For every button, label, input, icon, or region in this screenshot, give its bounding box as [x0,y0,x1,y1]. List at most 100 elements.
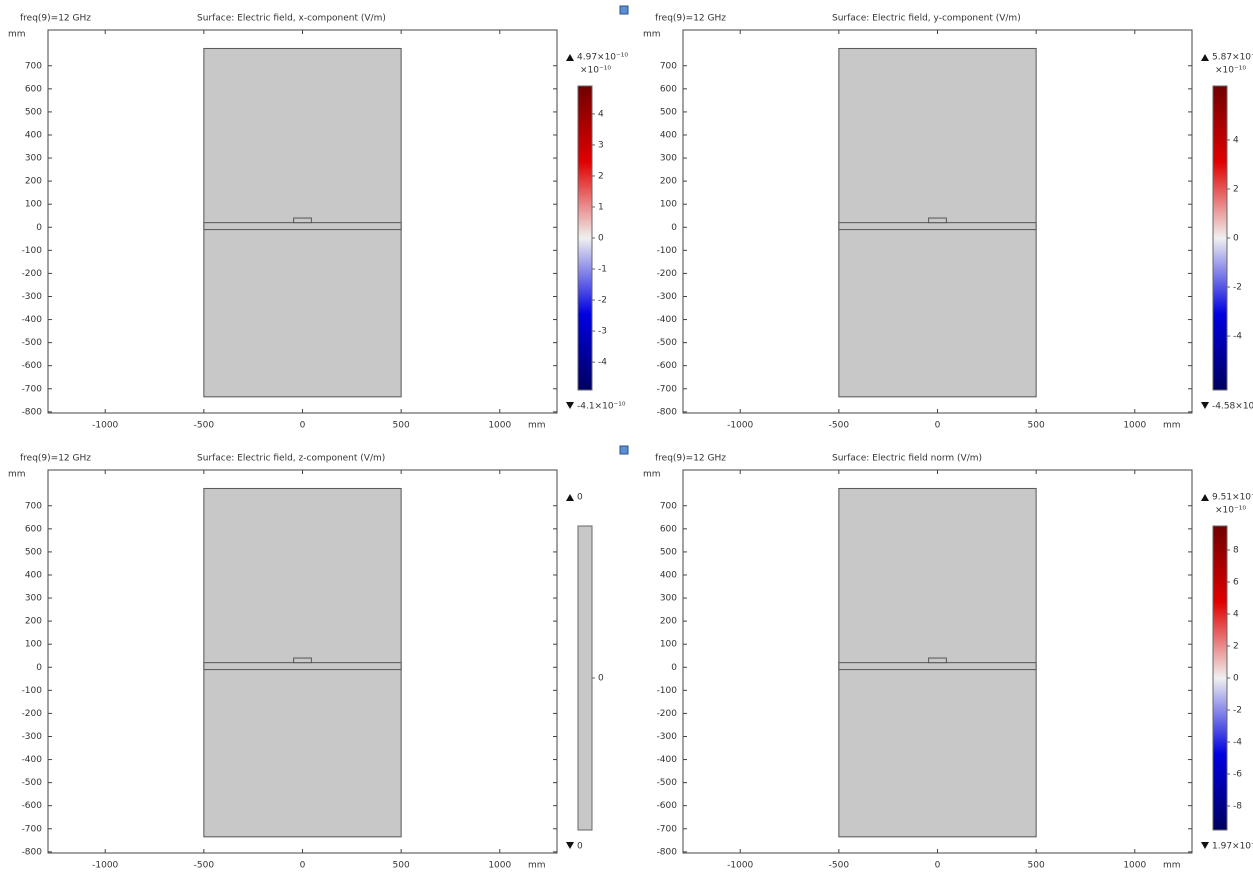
colorbar-min-label: 0 [577,842,583,852]
colorbar [577,525,593,831]
colorbar-tick-label: -2 [598,296,607,306]
y-tick-label: 600 [660,524,677,534]
frequency-label: freq(9)=12 GHz [20,454,91,464]
plot-title: Surface: Electric field norm (V/m) [832,454,982,464]
min-marker [566,402,574,409]
y-axis-unit: mm [643,30,661,40]
y-tick-label: -300 [22,732,43,742]
x-tick-label: -500 [194,861,215,871]
y-tick-label: -300 [657,732,678,742]
y-tick-label: -600 [657,361,678,371]
y-axis-unit: mm [643,470,661,480]
colorbar-tick-label: 2 [598,171,604,181]
colorbar-tick-label: 2 [1233,642,1239,652]
geometry-domain [293,657,312,664]
y-tick-label: 400 [25,130,42,140]
colorbar [1212,525,1228,831]
x-tick-label: -1000 [727,421,753,431]
colorbar-tick-label: -2 [1233,706,1242,716]
x-tick-label: -500 [829,421,850,431]
y-axis-unit: mm [8,470,26,480]
x-tick-label: 500 [393,421,410,431]
y-tick-label: -700 [22,824,43,834]
x-axis-unit: mm [1163,421,1181,431]
colorbar [1212,85,1228,391]
y-tick-label: 0 [671,223,677,233]
y-tick-label: 400 [25,570,42,580]
y-tick-label: -500 [657,338,678,348]
x-tick-label: 500 [393,861,410,871]
colorbar-tick-label: -4 [1233,738,1242,748]
colorbar-max-label: 5.87×10⁻¹⁰ [1212,53,1253,63]
y-tick-label: -800 [657,407,678,417]
x-tick-label: 1000 [488,421,511,431]
y-tick-label: -800 [22,847,43,857]
y-tick-label: 700 [25,61,42,71]
colorbar-tick-label: 1 [598,202,604,212]
y-tick-label: -500 [22,338,43,348]
y-tick-label: 600 [660,84,677,94]
colorbar-tick-label: 0 [598,674,604,684]
x-tick-label: 500 [1028,421,1045,431]
y-tick-label: 200 [25,617,42,627]
y-tick-label: 200 [660,177,677,187]
colorbar-tick-label: -4 [598,358,607,368]
y-tick-label: -700 [657,824,678,834]
y-tick-label: -500 [22,778,43,788]
y-tick-label: 300 [660,154,677,164]
colorbar-min-label: -4.1×10⁻¹⁰ [577,402,626,412]
colorbar-tick-label: 2 [1233,184,1239,194]
x-tick-label: -1000 [92,421,118,431]
plot-title: Surface: Electric field, z-component (V/… [197,454,385,464]
y-tick-label: 200 [660,617,677,627]
y-tick-label: 400 [660,570,677,580]
frequency-label: freq(9)=12 GHz [20,14,91,24]
x-tick-label: 0 [300,421,306,431]
y-tick-label: -600 [22,801,43,811]
max-marker [566,494,574,501]
colorbar-tick-label: -6 [1233,770,1242,780]
y-tick-label: -800 [22,407,43,417]
y-tick-label: 200 [25,177,42,187]
geometry-domain [928,217,947,224]
y-tick-label: -800 [657,847,678,857]
y-tick-label: -400 [22,755,43,765]
colorbar-tick-label: -4 [1233,332,1242,342]
y-tick-label: -200 [657,709,678,719]
geometry-domain [928,657,947,664]
geometry-domain [203,222,402,231]
colorbar-tick-label: 4 [1233,135,1239,145]
y-tick-label: 0 [671,663,677,673]
y-tick-label: -200 [22,709,43,719]
y-tick-label: -300 [657,292,678,302]
y-tick-label: 600 [25,524,42,534]
y-tick-label: -100 [22,686,43,696]
colorbar-tick-label: -2 [1233,283,1242,293]
frequency-label: freq(9)=12 GHz [655,14,726,24]
colorbar-min-label: -4.58×10⁻¹⁰ [1212,402,1253,412]
y-tick-label: 300 [25,594,42,604]
colorbar-tick-label: -1 [598,265,607,275]
y-tick-label: -700 [22,384,43,394]
min-marker [566,842,574,849]
colorbar-tick-label: 0 [1233,674,1239,684]
frequency-label: freq(9)=12 GHz [655,454,726,464]
geometry-domain [838,222,1037,231]
y-tick-label: -400 [657,755,678,765]
y-tick-label: 400 [660,130,677,140]
y-tick-label: 100 [660,640,677,650]
x-tick-label: -1000 [727,861,753,871]
x-tick-label: 0 [935,861,941,871]
colorbar-tick-label: -8 [1233,802,1242,812]
y-tick-label: -300 [22,292,43,302]
geometry-domain [838,662,1037,671]
colorbar-tick-label: 4 [598,109,604,119]
x-tick-label: 0 [935,421,941,431]
y-tick-label: -700 [657,384,678,394]
y-tick-label: 700 [660,501,677,511]
colorbar-tick-label: 4 [1233,610,1239,620]
y-tick-label: -400 [22,315,43,325]
y-tick-label: 500 [660,107,677,117]
plot-title: Surface: Electric field, x-component (V/… [197,14,386,24]
